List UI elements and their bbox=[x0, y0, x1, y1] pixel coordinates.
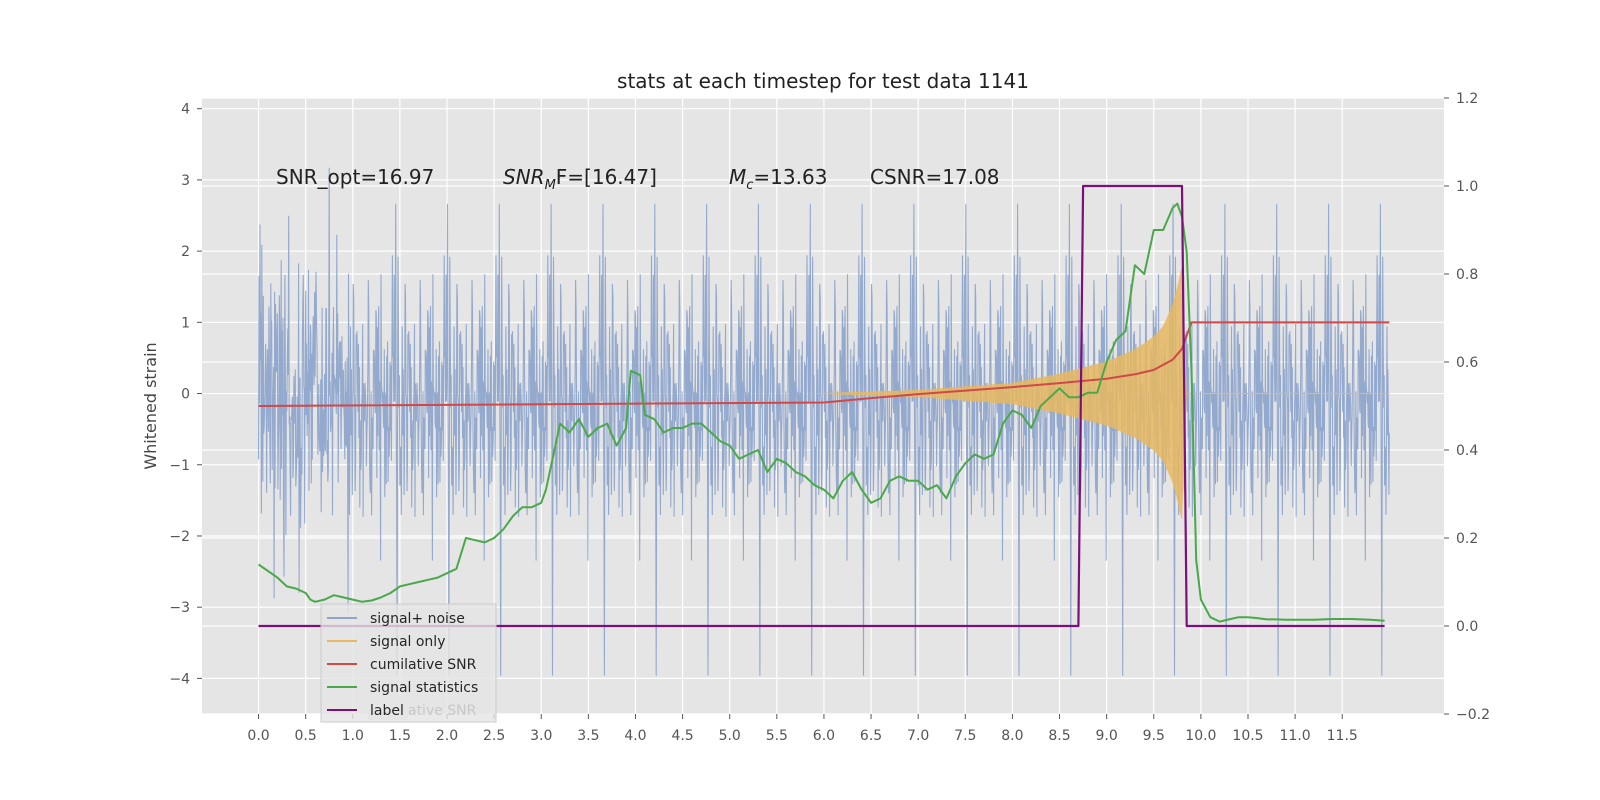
y-tick-label: 1 bbox=[181, 315, 190, 331]
signal-only-envelope bbox=[805, 268, 1187, 519]
legend-label-signal-statistics: signal statistics bbox=[370, 680, 478, 696]
y-tick-label: 2 bbox=[181, 244, 190, 260]
x-tick-label: 4.0 bbox=[624, 728, 646, 744]
y-tick-label: −2 bbox=[169, 529, 190, 545]
x-tick-label: 9.0 bbox=[1096, 728, 1118, 744]
y2-tick-label: 0.6 bbox=[1456, 355, 1478, 371]
annotation-snr-mf-value: F=[16.47] bbox=[556, 165, 657, 189]
x-tick-label: 0.5 bbox=[295, 728, 317, 744]
x-tick-label: 10.0 bbox=[1185, 728, 1216, 744]
x-tick-label: 9.5 bbox=[1143, 728, 1165, 744]
y2-tick-label: 0.2 bbox=[1456, 531, 1478, 547]
x-tick-label: 11.5 bbox=[1327, 728, 1358, 744]
x-tick-label: 6.0 bbox=[813, 728, 835, 744]
y2-tick-label: −0.2 bbox=[1456, 707, 1490, 723]
x-tick-label: 3.5 bbox=[577, 728, 599, 744]
annotation-snr-mf-symbol: SNR bbox=[503, 165, 545, 189]
y2-tick-label: 0.0 bbox=[1456, 619, 1478, 635]
x-tick-label: 8.5 bbox=[1048, 728, 1070, 744]
cumulative-snr-line bbox=[258, 321, 1390, 407]
legend-label-cumulative-snr: cumilative SNR bbox=[370, 657, 477, 673]
x-tick-label: 5.0 bbox=[719, 728, 741, 744]
legend-label-signal-only: signal only bbox=[370, 634, 445, 650]
x-tick-label: 10.5 bbox=[1232, 728, 1263, 744]
x-tick-label: 2.5 bbox=[483, 728, 505, 744]
x-tick-label: 3.0 bbox=[530, 728, 552, 744]
line-series bbox=[257, 184, 1390, 628]
y2-tick-label: 1.0 bbox=[1456, 179, 1478, 195]
annotation-snr-mf: SNRMF=[16.47] bbox=[503, 165, 657, 193]
legend-label-label: label bbox=[370, 703, 404, 719]
legend: signal+ noise signal only cumilative SNR… bbox=[320, 603, 497, 723]
x-tick-label: 8.0 bbox=[1001, 728, 1023, 744]
annotation-snr-mf-subscript: M bbox=[545, 178, 556, 193]
y2-tick-label: 1.2 bbox=[1456, 91, 1478, 107]
x-tick-label: 11.0 bbox=[1280, 728, 1311, 744]
x-tick-label: 6.5 bbox=[860, 728, 882, 744]
y-tick-label: −4 bbox=[169, 671, 190, 687]
annotation-mc-value: =13.63 bbox=[753, 165, 827, 189]
y2-tick-label: 0.8 bbox=[1456, 267, 1478, 283]
annotation-snr-opt: SNR_opt=16.97 bbox=[276, 165, 434, 189]
y-tick-label: 0 bbox=[181, 387, 190, 403]
signal-noise-line bbox=[257, 167, 1390, 676]
signal-noise-series bbox=[257, 167, 1390, 676]
y-tick-label: −3 bbox=[169, 600, 190, 616]
legend-label-signal-noise: signal+ noise bbox=[370, 611, 465, 627]
signal-statistics-line bbox=[257, 202, 1385, 623]
x-tick-label: 5.5 bbox=[766, 728, 788, 744]
x-tick-label: 7.0 bbox=[907, 728, 929, 744]
chart-title: stats at each timestep for test data 114… bbox=[617, 69, 1029, 93]
x-tick-label: 0.0 bbox=[247, 728, 269, 744]
x-tick-label: 4.5 bbox=[671, 728, 693, 744]
x-tick-label: 7.5 bbox=[954, 728, 976, 744]
annotation-mc-subscript: c bbox=[746, 178, 753, 193]
y-tick-label: −1 bbox=[169, 458, 190, 474]
y2-tick-label: 0.4 bbox=[1456, 443, 1478, 459]
x-tick-label: 1.5 bbox=[389, 728, 411, 744]
annotation-mc-symbol: M bbox=[729, 165, 746, 189]
signal-only-series bbox=[805, 268, 1390, 519]
x-tick-label: 2.0 bbox=[436, 728, 458, 744]
annotation-csnr: CSNR=17.08 bbox=[870, 165, 1000, 189]
label-line bbox=[258, 184, 1385, 628]
y-tick-label: 4 bbox=[181, 102, 190, 118]
y-axis-title: Whitened strain bbox=[141, 342, 160, 469]
y-tick-label: 3 bbox=[181, 173, 190, 189]
annotation-mc: Mc=13.63 bbox=[729, 165, 827, 193]
x-tick-label: 1.0 bbox=[342, 728, 364, 744]
axes: 0.0 0.5 1.0 1.5 2.0 2.5 3.0 3.5 4.0 4.5 5.0 5.5 6.0 6… bbox=[169, 91, 1490, 744]
legend-label-cover bbox=[368, 701, 408, 720]
